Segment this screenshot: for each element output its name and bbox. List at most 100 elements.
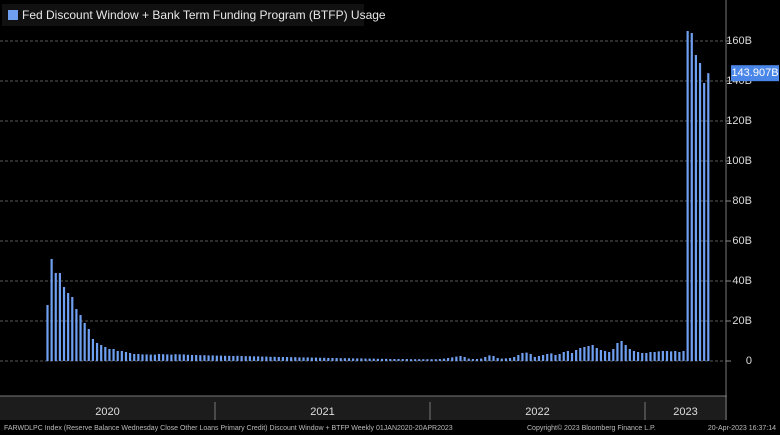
bar	[661, 351, 664, 361]
bar	[372, 358, 375, 361]
bar	[628, 349, 631, 361]
bar	[438, 359, 441, 361]
bar	[133, 354, 136, 361]
bar	[674, 351, 677, 361]
bar	[562, 352, 565, 361]
bar	[533, 357, 536, 361]
bar	[698, 63, 702, 361]
bar	[240, 356, 243, 361]
bar	[657, 351, 660, 361]
bar	[190, 355, 194, 361]
bar	[71, 297, 74, 361]
bar	[380, 358, 384, 361]
bar	[447, 358, 450, 361]
bar	[492, 356, 495, 361]
bar	[632, 351, 636, 361]
bar	[236, 355, 239, 361]
bar	[455, 356, 458, 361]
bar	[252, 356, 256, 361]
bar	[641, 353, 644, 361]
bar	[331, 358, 334, 361]
bar	[112, 349, 115, 361]
footer-right: 20-Apr-2023 16:37:14	[708, 425, 776, 432]
bar	[116, 351, 119, 361]
bar	[583, 347, 586, 361]
x-year-label: 2023	[673, 406, 697, 418]
bar	[500, 358, 503, 361]
bar	[376, 358, 379, 361]
bar	[595, 348, 598, 361]
y-tick-label: 160B	[726, 35, 752, 47]
bar	[471, 359, 474, 361]
bar	[46, 305, 49, 361]
bar	[418, 359, 421, 361]
bar	[67, 293, 70, 361]
bar	[62, 287, 66, 361]
bar	[100, 345, 103, 361]
bar	[232, 356, 235, 361]
bar	[290, 357, 293, 361]
y-tick-label: 40B	[732, 275, 752, 287]
bar	[426, 359, 429, 361]
bar	[525, 352, 528, 361]
bar	[645, 353, 648, 361]
bar	[430, 359, 433, 361]
bar	[207, 355, 210, 361]
bar	[285, 357, 289, 361]
bar	[261, 356, 264, 361]
x-year-label: 2021	[310, 406, 334, 418]
y-tick-label: 60B	[732, 235, 752, 247]
bar	[215, 355, 218, 361]
bar	[83, 323, 86, 361]
bar	[298, 357, 301, 361]
x-axis-band	[0, 396, 727, 420]
bar	[459, 356, 462, 361]
bar	[145, 354, 148, 361]
y-tick-label: 120B	[726, 115, 752, 127]
bar	[120, 351, 123, 361]
bar	[294, 357, 297, 361]
bar	[199, 355, 202, 361]
bar	[360, 358, 363, 361]
bar	[508, 358, 512, 361]
bar	[166, 354, 169, 361]
bar	[694, 55, 698, 361]
bar	[186, 354, 190, 361]
bar	[95, 343, 99, 361]
bar	[546, 354, 549, 361]
bar	[273, 356, 276, 361]
bar	[257, 356, 260, 361]
bar	[550, 353, 553, 361]
bar	[591, 345, 594, 361]
bar	[616, 343, 619, 361]
bar	[537, 356, 541, 361]
bar	[682, 351, 685, 361]
bar	[389, 359, 392, 361]
bar	[314, 357, 318, 361]
bar	[484, 357, 487, 361]
bar	[385, 358, 388, 361]
y-tick-label: 100B	[726, 155, 752, 167]
bar	[442, 358, 446, 361]
bar	[162, 354, 165, 361]
bar	[108, 349, 111, 361]
bar	[686, 31, 689, 361]
bar	[352, 358, 355, 361]
bar	[128, 353, 132, 361]
bar	[178, 354, 181, 361]
bar	[368, 358, 371, 361]
bar	[678, 352, 681, 361]
x-year-label: 2020	[95, 406, 119, 418]
bar	[397, 359, 400, 361]
bar	[517, 355, 520, 361]
bar	[636, 352, 640, 361]
bar	[649, 352, 652, 361]
bar	[306, 357, 309, 361]
bar	[343, 358, 346, 361]
bar	[690, 33, 693, 361]
legend-box	[2, 4, 364, 26]
bar	[570, 353, 574, 361]
bar	[310, 357, 313, 361]
